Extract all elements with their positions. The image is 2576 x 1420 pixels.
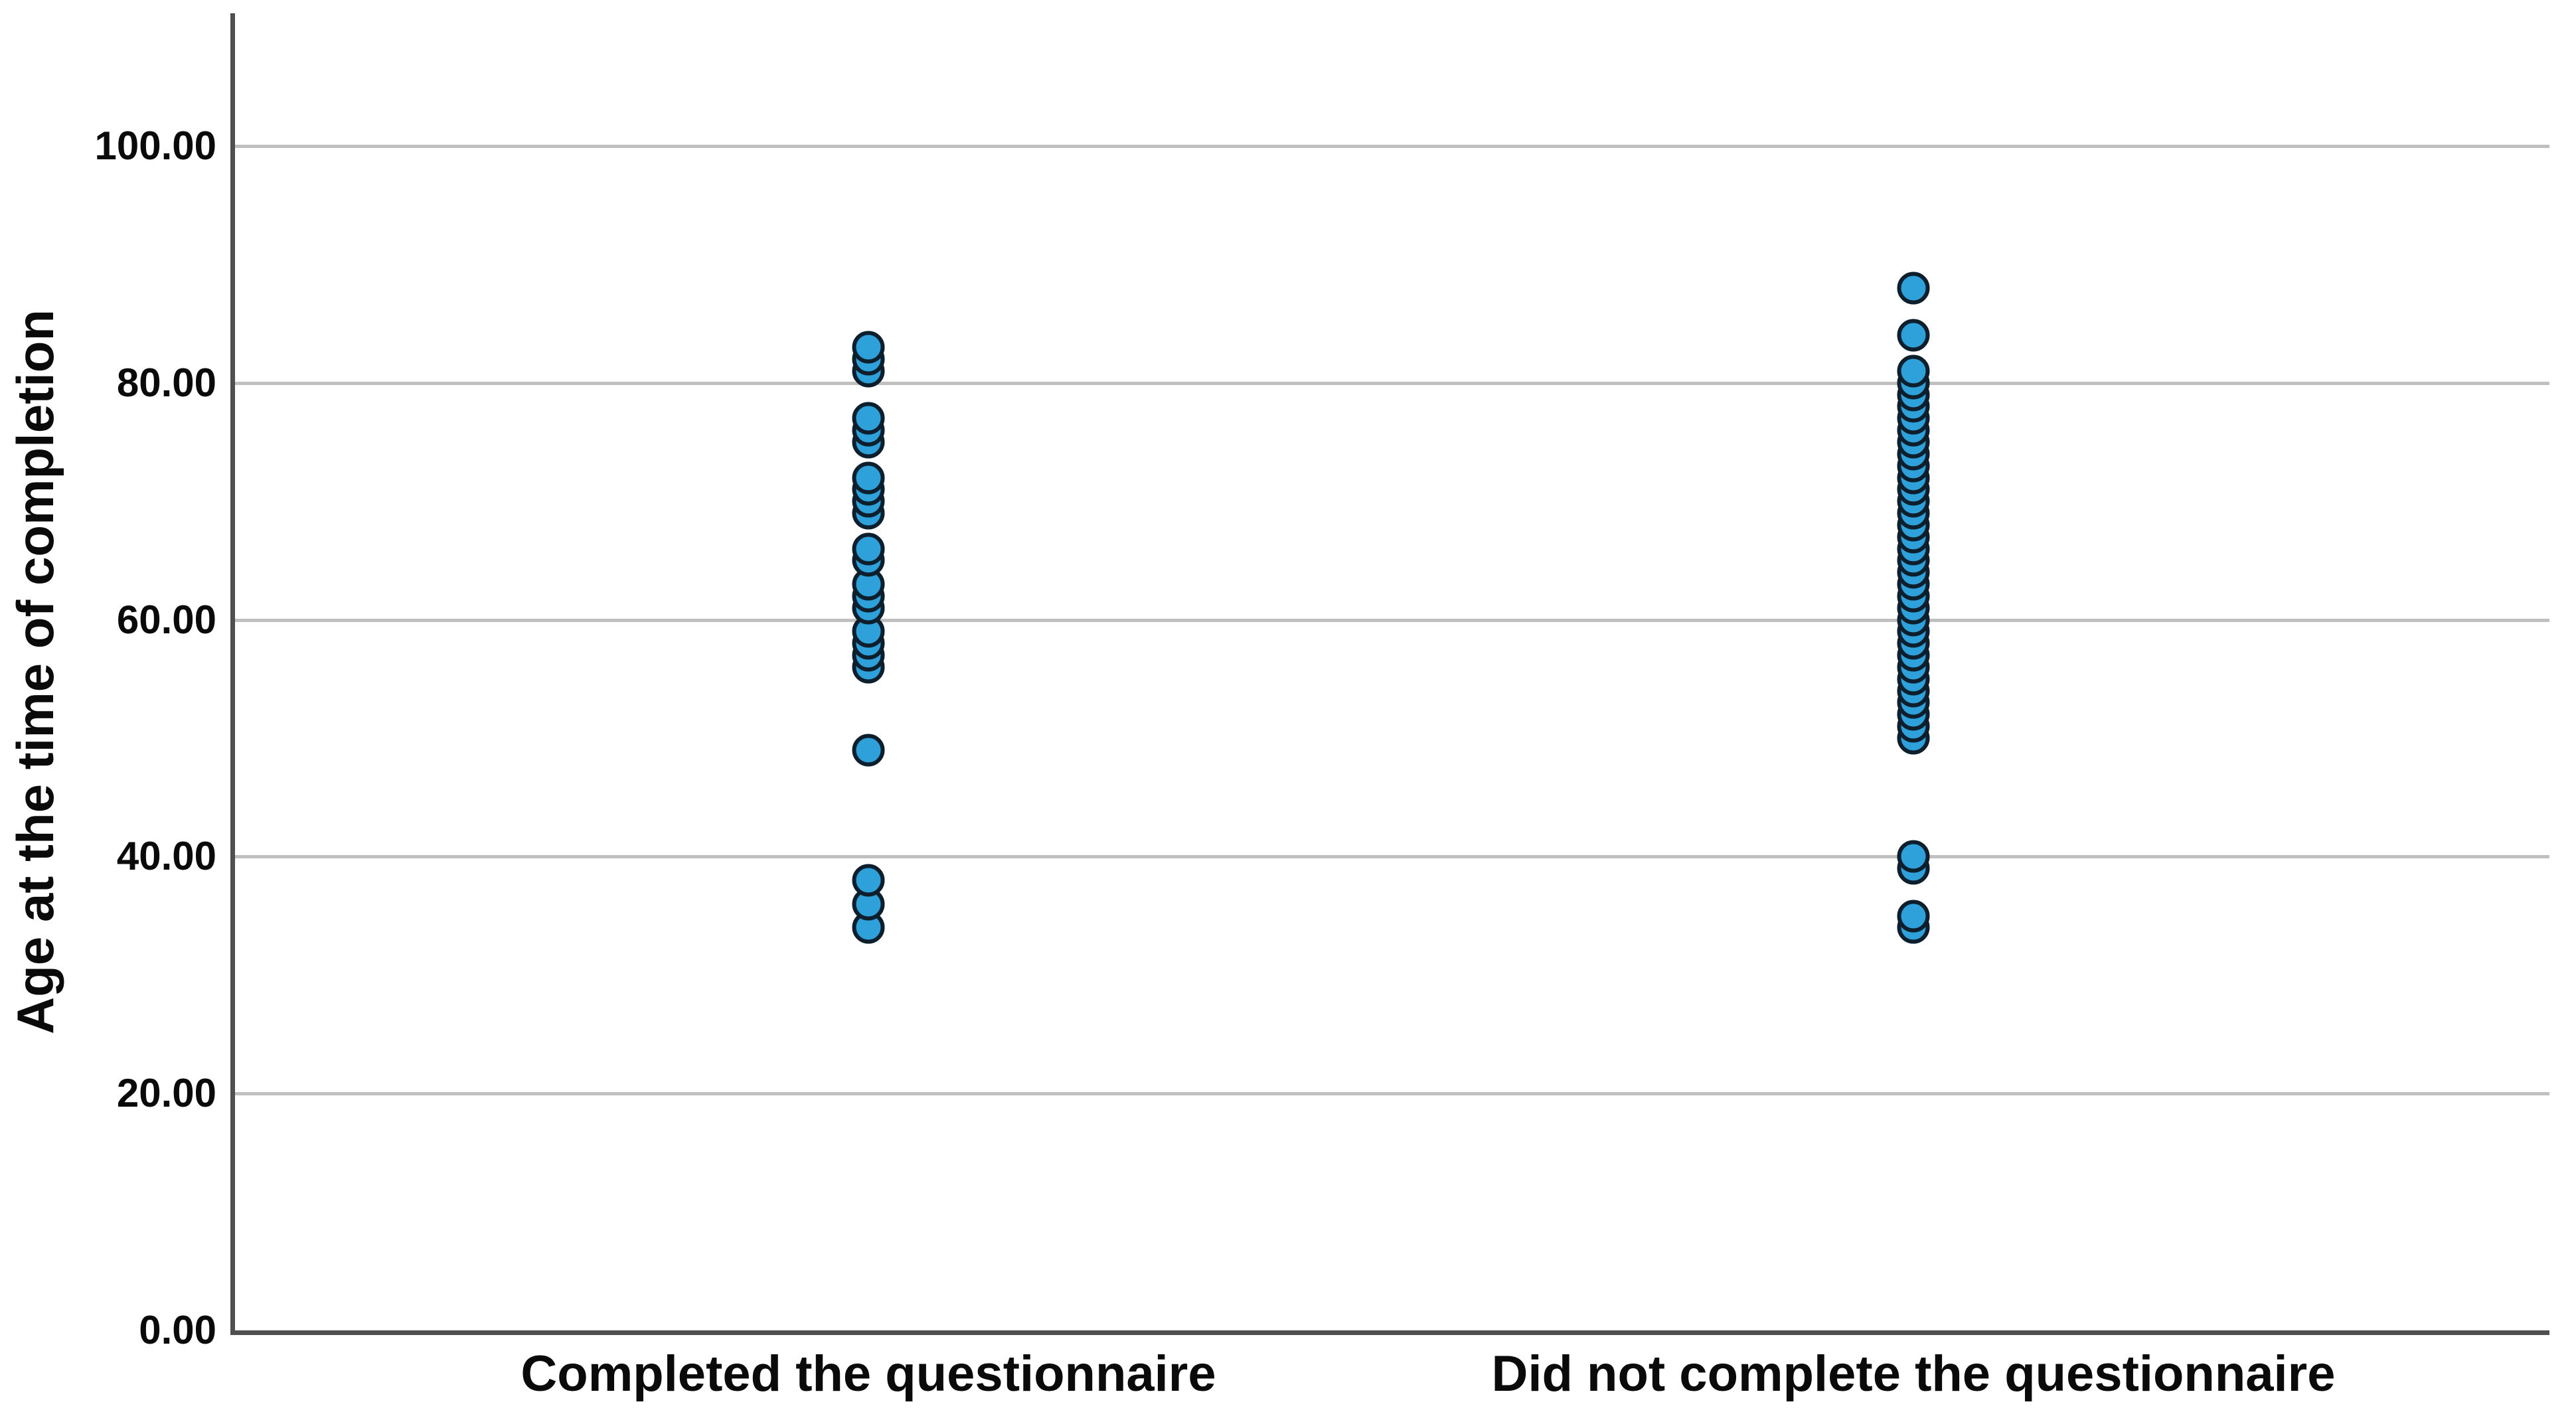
data-point bbox=[852, 461, 885, 495]
gridline bbox=[235, 855, 2549, 859]
x-category-label: Completed the questionnaire bbox=[521, 1346, 1216, 1402]
y-axis-line bbox=[230, 13, 235, 1335]
data-point bbox=[852, 864, 885, 897]
data-point bbox=[1897, 840, 1930, 873]
data-point bbox=[1897, 272, 1930, 305]
y-tick-label: 60.00 bbox=[116, 597, 216, 642]
gridline bbox=[235, 381, 2549, 385]
gridline bbox=[235, 145, 2549, 148]
data-point bbox=[852, 532, 885, 566]
x-category-label: Did not complete the questionnaire bbox=[1491, 1346, 2336, 1402]
y-axis-title: Age at the time of completion bbox=[6, 309, 64, 1035]
data-point bbox=[852, 331, 885, 364]
data-point bbox=[1897, 900, 1930, 933]
data-point bbox=[1897, 355, 1930, 388]
data-point bbox=[1897, 319, 1930, 352]
y-tick-label: 100.00 bbox=[94, 123, 216, 168]
y-tick-label: 20.00 bbox=[116, 1071, 216, 1116]
gridline bbox=[235, 1092, 2549, 1096]
y-tick-label: 40.00 bbox=[116, 834, 216, 879]
y-tick-label: 80.00 bbox=[116, 360, 216, 405]
x-axis-line bbox=[230, 1330, 2549, 1335]
data-point bbox=[852, 734, 885, 767]
gridline bbox=[235, 618, 2549, 622]
data-point bbox=[852, 402, 885, 435]
y-tick-label: 0.00 bbox=[139, 1308, 216, 1352]
